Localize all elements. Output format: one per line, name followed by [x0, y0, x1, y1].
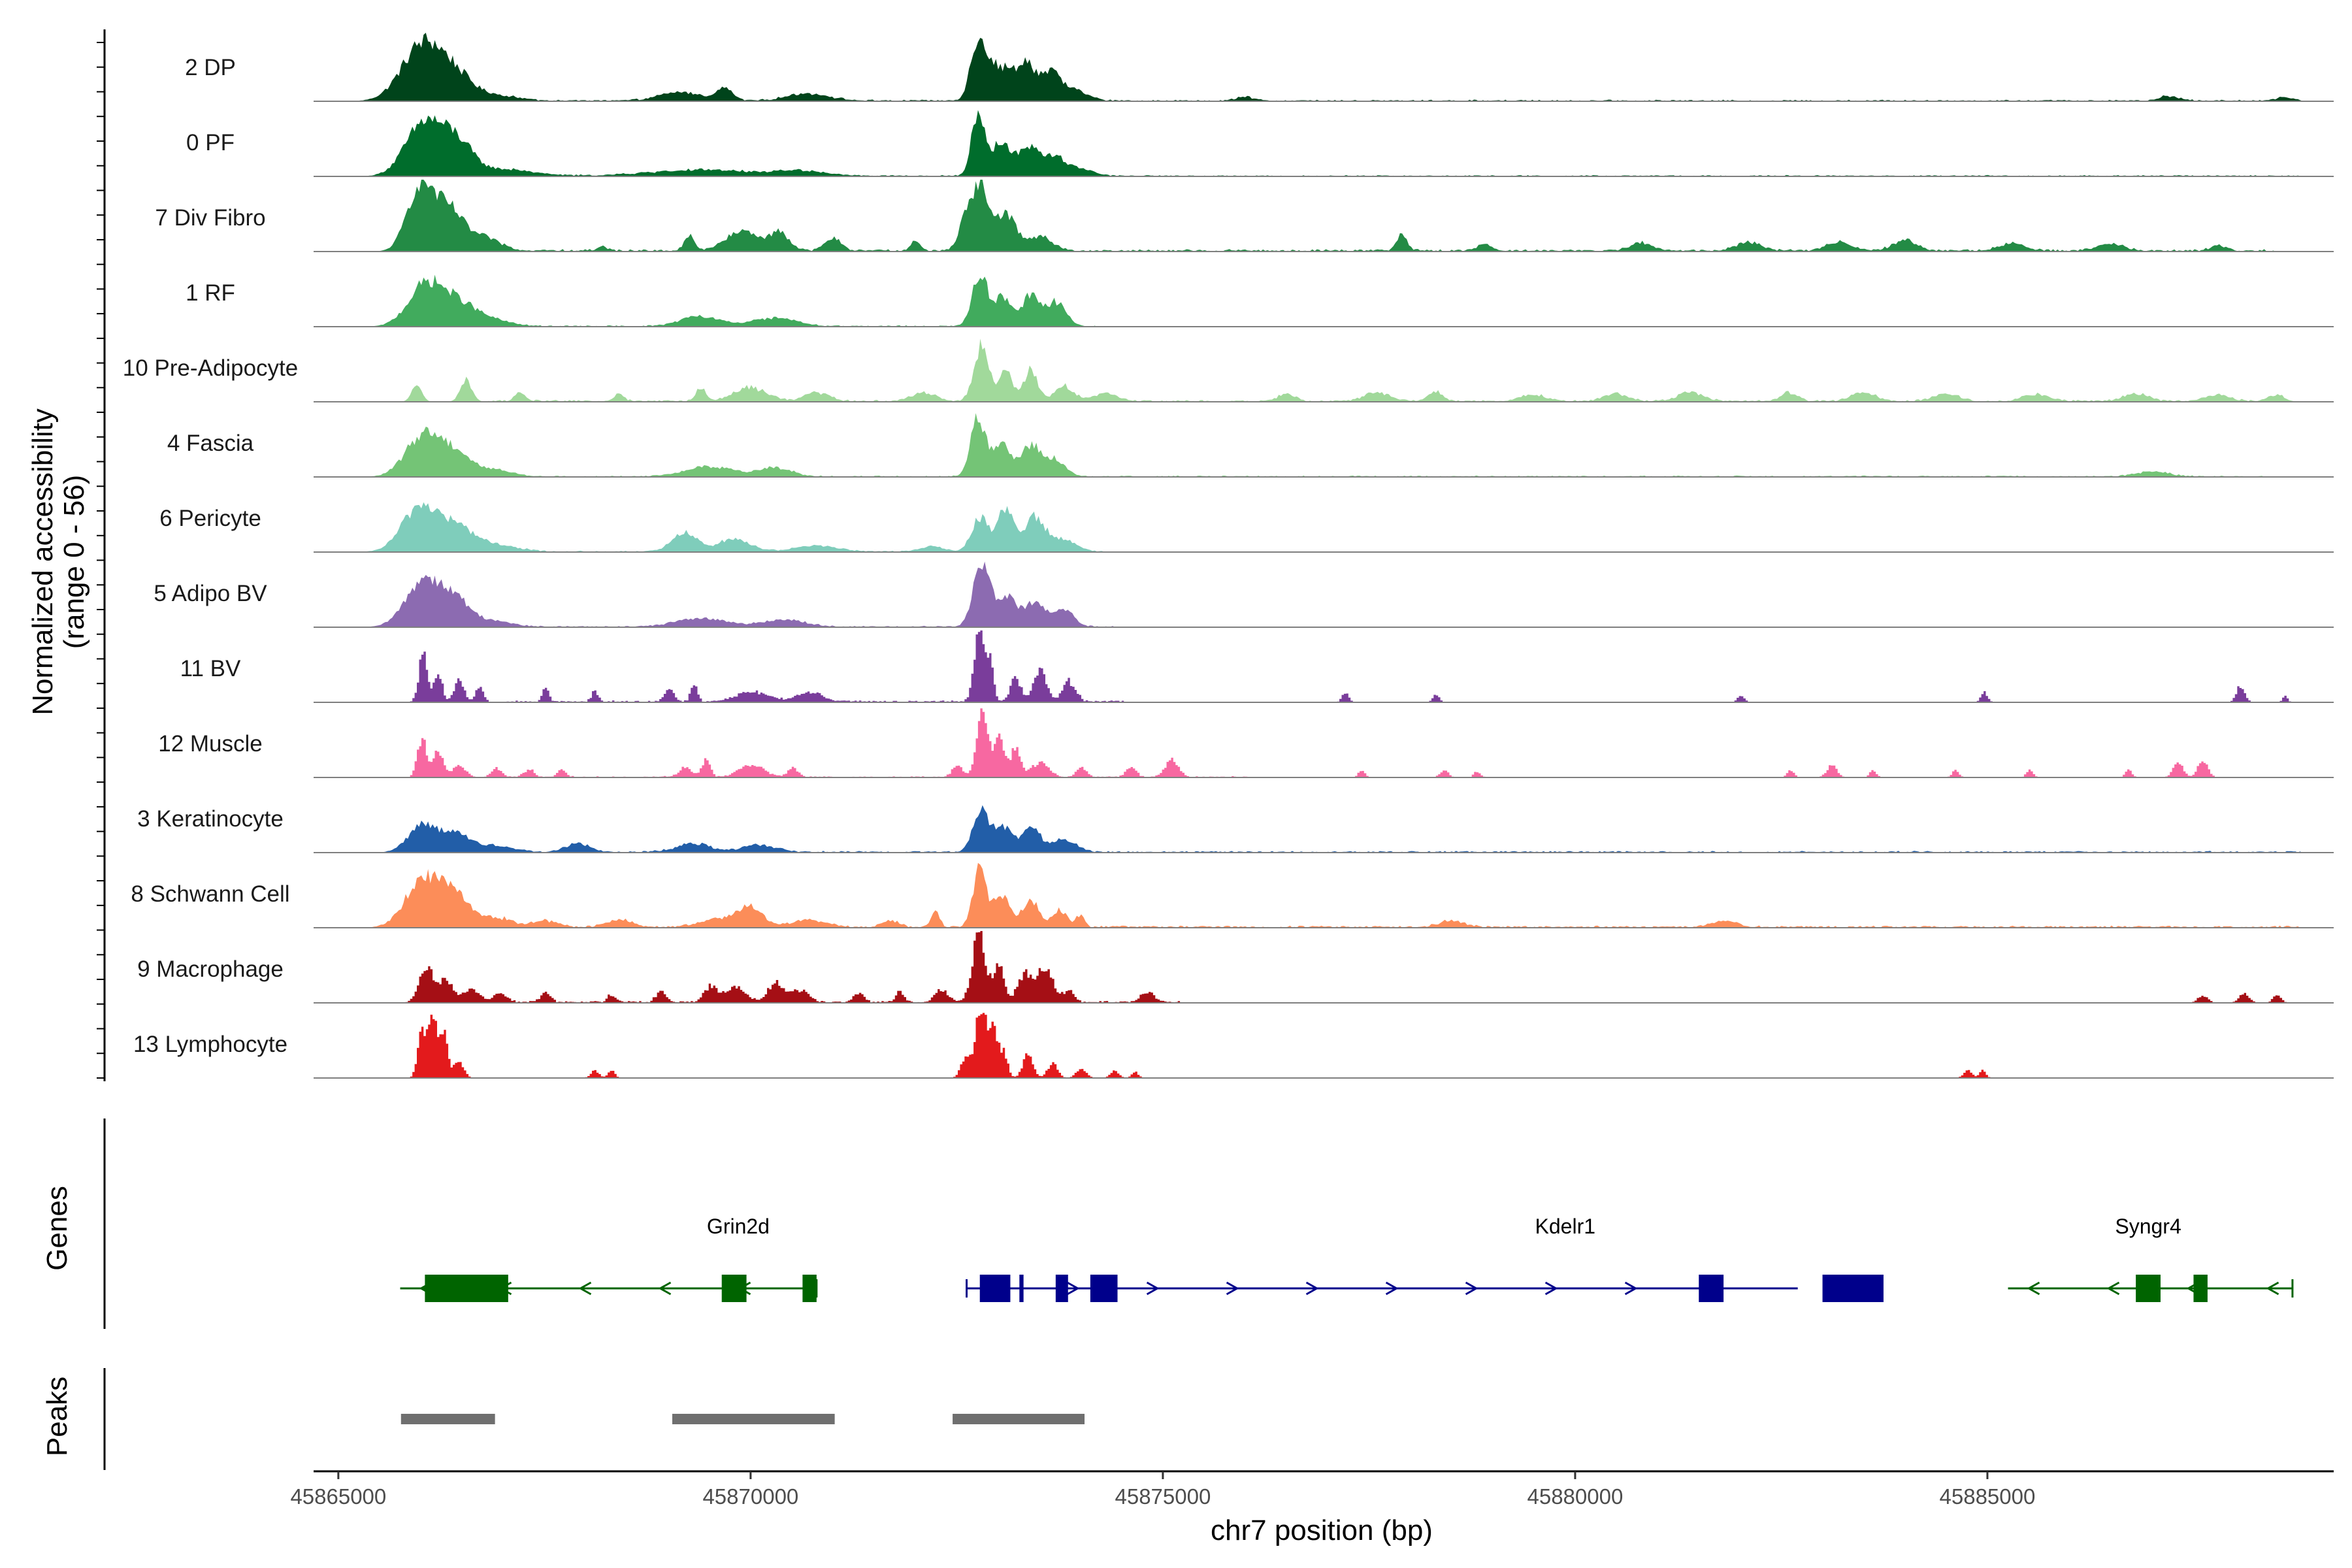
strand-arrow: [658, 1281, 672, 1296]
exon: [1822, 1275, 1884, 1302]
x-axis-title: chr7 position (bp): [1211, 1514, 1433, 1546]
track-label: 2 DP: [185, 55, 236, 80]
strand-arrow: [1305, 1281, 1319, 1296]
track-label: 0 PF: [186, 130, 235, 155]
track-label: 1 RF: [186, 280, 235, 306]
track-6: 4 Fascia: [167, 413, 2334, 478]
exon: [2136, 1275, 2161, 1302]
track-label: 10 Pre-Adipocyte: [123, 355, 298, 381]
exon: [1090, 1275, 1118, 1302]
peak-region: [672, 1414, 835, 1424]
track-5: 10 Pre-Adipocyte: [123, 338, 2334, 402]
track-label: 4 Fascia: [167, 431, 254, 456]
track-label: 7 Div Fibro: [155, 205, 265, 231]
exon: [425, 1275, 508, 1302]
track-signal-11: [314, 805, 2334, 853]
accessibility-tracks: 2 DP 0 PF 7 Div Fibro 1 RF 10 Pre-Adipocyte 4…: [123, 33, 2334, 1079]
x-tick-label: 45870000: [702, 1484, 798, 1509]
track-7: 6 Pericyte: [159, 502, 2334, 553]
strand-arrow: [1465, 1281, 1478, 1296]
exon: [1055, 1275, 1068, 1302]
x-tick-label: 45865000: [290, 1484, 386, 1509]
peak-region: [400, 1414, 495, 1424]
track-label: 13 Lymphocyte: [133, 1032, 287, 1057]
track-13: 9 Macrophage: [137, 931, 2334, 1004]
exon: [2193, 1275, 2208, 1302]
track-1: 2 DP: [185, 33, 2334, 102]
track-9: 11 BV: [180, 630, 2334, 703]
track-signal-10: [314, 708, 2334, 777]
track-label: 6 Pericyte: [159, 506, 261, 531]
track-label: 9 Macrophage: [137, 956, 284, 982]
strand-arrow: [2106, 1281, 2120, 1296]
strand-arrow: [1385, 1281, 1399, 1296]
track-signal-5: [314, 338, 2334, 402]
track-8: 5 Adipo BV: [154, 561, 2334, 628]
peak-region: [953, 1414, 1085, 1424]
track-signal-1: [314, 33, 2334, 101]
track-4: 1 RF: [186, 274, 2334, 327]
exon: [979, 1275, 1011, 1302]
track-signal-9: [314, 630, 2334, 702]
exon: [721, 1275, 747, 1302]
exon: [802, 1275, 817, 1302]
strand-arrow: [1066, 1281, 1080, 1296]
exon: [1699, 1275, 1724, 1302]
track-11: 3 Keratinocyte: [137, 805, 2334, 853]
strand-arrow: [2027, 1281, 2040, 1296]
x-tick-label: 45880000: [1527, 1484, 1624, 1509]
gene-name-label: Syngr4: [2115, 1215, 2181, 1238]
track-signal-12: [314, 862, 2334, 928]
track-label: 8 Schwann Cell: [131, 881, 289, 907]
y-axis-title-line1: Normalized accessibility: [27, 408, 59, 715]
gene-syngr4: Syngr4: [2008, 1215, 2294, 1302]
track-signal-7: [314, 502, 2334, 552]
x-tick-label: 45875000: [1115, 1484, 1211, 1509]
track-signal-3: [314, 180, 2334, 252]
peaks-panel-label: Peaks: [41, 1377, 73, 1456]
genes-panel-label: Genes: [41, 1186, 73, 1271]
strand-arrow: [578, 1281, 592, 1296]
track-10: 12 Muscle: [158, 708, 2334, 778]
track-label: 11 BV: [180, 656, 241, 681]
strand-arrow: [1544, 1281, 1558, 1296]
genes-panel: Grin2d Kdelr1 Syngr4: [103, 1119, 2294, 1329]
y-axis-title-line2: (range 0 - 56): [58, 475, 90, 649]
gene-kdelr1: Kdelr1: [966, 1215, 1884, 1302]
track-signal-13: [314, 931, 2334, 1003]
strand-arrow: [2266, 1281, 2279, 1296]
track-12: 8 Schwann Cell: [131, 862, 2334, 928]
track-label: 5 Adipo BV: [154, 581, 267, 606]
gene-name-label: Grin2d: [707, 1215, 770, 1238]
gene-name-label: Kdelr1: [1535, 1215, 1596, 1238]
track-signal-2: [314, 110, 2334, 176]
track-signal-8: [314, 561, 2334, 627]
track-label: 12 Muscle: [158, 731, 263, 757]
track-signal-4: [314, 274, 2334, 327]
strand-arrow: [1624, 1281, 1638, 1296]
x-tick-label: 45885000: [1940, 1484, 2036, 1509]
track-2: 0 PF: [186, 110, 2334, 177]
track-3: 7 Div Fibro: [155, 180, 2334, 252]
track-14: 13 Lymphocyte: [133, 1013, 2334, 1079]
exon: [1019, 1275, 1024, 1302]
x-axis: 45865000 45870000 45875000 45880000 45885000: [290, 1470, 2334, 1509]
peaks-panel: [103, 1368, 1085, 1470]
track-signal-6: [314, 413, 2334, 477]
strand-arrow: [1146, 1281, 1160, 1296]
y-axis: [97, 29, 106, 1081]
gene-grin2d: Grin2d: [400, 1215, 818, 1302]
strand-arrow: [1226, 1281, 1239, 1296]
track-label: 3 Keratinocyte: [137, 806, 284, 832]
track-signal-14: [314, 1013, 2334, 1078]
